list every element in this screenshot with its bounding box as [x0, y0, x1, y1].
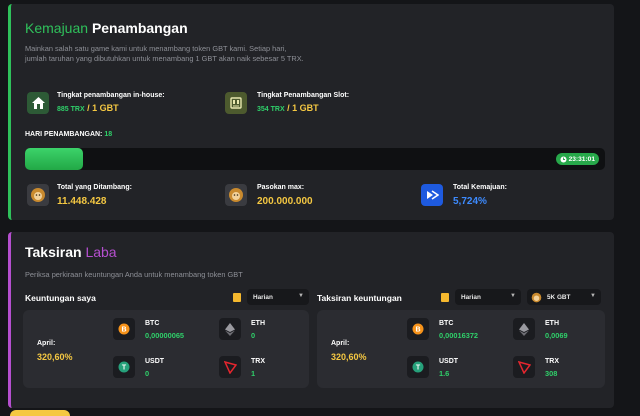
my-eth-label: ETH — [251, 320, 265, 327]
mining-progress-bar: 23:31:01 — [25, 148, 605, 170]
usdt-icon: T — [407, 356, 429, 378]
trx-icon — [513, 356, 535, 378]
gbt-coin-icon — [225, 184, 247, 206]
mining-description: Mainkan salah satu game kami untuk menam… — [25, 44, 304, 63]
slot-rate-trx: 354 TRX — [257, 106, 285, 113]
my-profit-april-label: April: — [37, 340, 56, 347]
profit-estimate-card: Taksiran Laba Periksa perkiraan keuntung… — [8, 232, 614, 408]
est-trx-value: 308 — [545, 369, 558, 378]
mining-day: HARI PENAMBANGAN: 18 — [25, 131, 112, 138]
est-btc-value: 0,00016372 — [439, 331, 479, 340]
slot-rate-gbt: / 1 GBT — [287, 103, 319, 113]
bottom-action-button[interactable] — [10, 410, 70, 416]
slot-rate-value: 354 TRX / 1 GBT — [257, 103, 319, 113]
calendar-icon — [233, 293, 241, 302]
my-profit-title: Keuntungan saya — [25, 293, 96, 303]
inhouse-rate-trx: 885 TRX — [57, 106, 85, 113]
profit-description: Periksa perkiraan keuntungan Anda untuk … — [25, 270, 243, 279]
profit-title-rest: Taksiran — [25, 244, 82, 260]
my-profit-period-value: Harian — [253, 293, 273, 301]
mining-title-accent: Kemajuan — [25, 20, 89, 36]
est-btc-label: BTC — [439, 320, 454, 327]
chevron-down-icon: ▼ — [590, 293, 596, 299]
my-profit-period-dropdown[interactable]: Harian ▼ — [247, 289, 309, 305]
chevron-down-icon: ▼ — [298, 293, 304, 299]
mining-day-label: HARI PENAMBANGAN: — [25, 131, 103, 138]
est-trx-label: TRX — [545, 358, 559, 365]
btc-icon: B — [407, 318, 429, 340]
estimate-title: Taksiran keuntungan — [317, 293, 402, 303]
trx-icon — [219, 356, 241, 378]
calendar-icon — [441, 293, 449, 302]
usdt-icon: T — [113, 356, 135, 378]
countdown-timer: 23:31:01 — [555, 153, 599, 165]
svg-text:B: B — [121, 327, 126, 334]
profit-title-accent: Laba — [85, 244, 117, 260]
gbt-coin-icon — [27, 184, 49, 206]
inhouse-rate-label: Tingkat penambangan in-house: — [57, 92, 165, 99]
mining-progress-fill — [25, 148, 83, 170]
total-progress-value: 5,724% — [453, 196, 487, 207]
mining-title-rest: Penambangan — [91, 20, 188, 36]
my-btc-label: BTC — [145, 320, 160, 327]
total-mined-value: 11.448.428 — [57, 196, 107, 207]
estimate-april-label: April: — [331, 340, 350, 347]
est-usdt-value: 1.6 — [439, 369, 450, 378]
eth-icon — [219, 318, 241, 340]
mining-day-value: 18 — [104, 131, 113, 138]
house-icon — [27, 92, 49, 114]
estimate-april-value: 320,60% — [331, 352, 367, 362]
my-trx-label: TRX — [251, 358, 265, 365]
mining-title: Kemajuan Penambangan — [25, 20, 188, 36]
eth-icon — [513, 318, 535, 340]
my-usdt-label: USDT — [145, 358, 165, 365]
estimate-amount-dropdown[interactable]: 5K GBT ▼ — [527, 289, 601, 305]
max-supply-label: Pasokan max: — [257, 184, 305, 191]
clock-icon — [560, 156, 567, 162]
estimate-panel: April: 320,60% B BTC 0,00016372 ETH 0,00… — [317, 310, 605, 388]
inhouse-rate-gbt: / 1 GBT — [87, 103, 119, 113]
countdown-timer-value: 23:31:01 — [568, 155, 595, 163]
progress-logo-icon — [421, 184, 443, 206]
est-usdt-label: USDT — [439, 358, 459, 365]
slot-rate-label: Tingkat Penambangan Slot: — [257, 92, 350, 99]
inhouse-rate-value: 885 TRX / 1 GBT — [57, 103, 119, 113]
svg-text:B: B — [415, 327, 420, 334]
total-progress-label: Total Kemajuan: — [453, 184, 507, 191]
est-eth-value: 0,0069 — [545, 331, 568, 340]
my-eth-value: 0 — [251, 331, 256, 340]
svg-text:T: T — [416, 365, 421, 372]
estimate-period-value: Harian — [461, 293, 481, 301]
chevron-down-icon: ▼ — [510, 293, 516, 299]
svg-text:T: T — [122, 365, 127, 372]
est-eth-label: ETH — [545, 320, 559, 327]
max-supply-value: 200.000.000 — [257, 196, 313, 207]
my-trx-value: 1 — [251, 369, 256, 378]
profit-title: Taksiran Laba — [25, 244, 117, 260]
my-profit-april-value: 320,60% — [37, 352, 73, 362]
my-usdt-value: 0 — [145, 369, 150, 378]
my-btc-value: 0,00000065 — [145, 331, 185, 340]
slot-machine-icon — [225, 92, 247, 114]
estimate-period-dropdown[interactable]: Harian ▼ — [455, 289, 521, 305]
mining-progress-card: Kemajuan Penambangan Mainkan salah satu … — [8, 4, 614, 220]
btc-icon: B — [113, 318, 135, 340]
gbt-coin-icon — [531, 292, 542, 302]
estimate-amount-value: 5K GBT — [547, 293, 571, 301]
my-profit-panel: April: 320,60% B BTC 0,00000065 ETH 0 T … — [23, 310, 309, 388]
total-mined-label: Total yang Ditambang: — [57, 184, 132, 191]
